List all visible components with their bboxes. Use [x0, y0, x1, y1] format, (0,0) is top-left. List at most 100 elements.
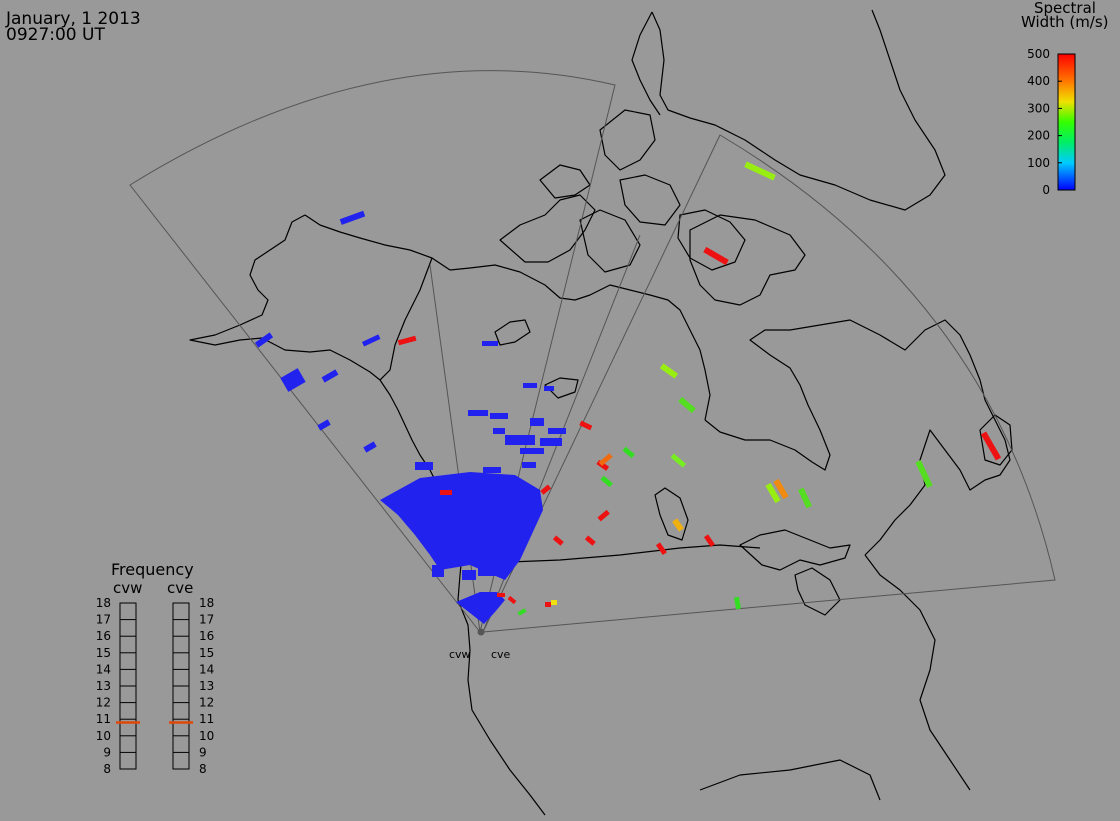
border-us-canada	[509, 544, 761, 563]
colorbar-title-line2: Width (m/s)	[1021, 13, 1109, 31]
colorbar: Spectral Width (m/s) 0 100 200 300 400 500	[1021, 0, 1109, 197]
frequency-panel: Frequency cvw cve 8 9 10 11 12 13 14 15 16 17 18 8 9…	[96, 560, 215, 776]
echo-red	[552, 535, 564, 546]
echo-blue	[339, 210, 366, 225]
echo-blue	[522, 462, 536, 468]
echo-red	[507, 595, 517, 605]
frequency-tick-label: 13	[96, 679, 111, 693]
frequency-label-cvw: cvw	[113, 579, 142, 597]
frequency-label-cve: cve	[167, 579, 193, 597]
fov-cvw	[129, 70, 616, 634]
frequency-tick-label: 18	[199, 596, 214, 610]
echo-blue	[363, 441, 377, 453]
date-label: January, 1 2013	[5, 9, 141, 29]
echo-blue	[548, 428, 566, 434]
frequency-tick-label: 17	[199, 613, 214, 627]
echo-blue	[520, 448, 544, 454]
echo-blue	[415, 462, 433, 470]
echo-red	[980, 431, 1002, 461]
echo-yellowgreen	[659, 363, 679, 379]
echo-blue	[321, 369, 339, 383]
frequency-ladders: 8 9 10 11 12 13 14 15 16 17 18 8 9 10 11 12 13 14 15 16 17 18	[96, 596, 215, 776]
echo-blue	[493, 428, 505, 434]
coastlines	[189, 9, 1013, 816]
echo-blue	[544, 386, 554, 391]
echo-green	[678, 396, 696, 414]
echo-blue	[280, 368, 306, 392]
frequency-tick-label: 15	[96, 646, 111, 660]
radar-echoes	[254, 161, 1002, 624]
great-lakes	[739, 529, 851, 571]
echo-red	[579, 420, 593, 431]
echo-green	[622, 446, 635, 459]
frequency-tick-label: 8	[199, 762, 207, 776]
alaska-north-coast	[304, 214, 451, 271]
frequency-tick-label: 10	[199, 729, 214, 743]
frequency-tick-label: 9	[199, 745, 207, 759]
echo-blue	[468, 410, 488, 416]
echo-green	[915, 460, 933, 488]
colorbar-tick-label: 400	[1027, 74, 1050, 88]
echo-blue-fan	[380, 472, 543, 580]
echo-green	[517, 608, 527, 616]
echo-red	[584, 535, 596, 546]
frequency-tick-label: 18	[96, 596, 111, 610]
echo-orange	[773, 478, 789, 500]
echo-green	[600, 475, 613, 488]
echo-orange	[598, 453, 613, 467]
colorbar-title-line1: Spectral	[1034, 0, 1096, 17]
echo-yellow	[672, 518, 684, 532]
frequency-tick-label: 12	[199, 696, 214, 710]
arctic-island	[539, 164, 591, 199]
hudson-bay	[704, 319, 986, 471]
echo-red	[497, 593, 505, 597]
echo-red	[397, 335, 417, 346]
us-east-coast	[864, 554, 971, 791]
arctic-coast	[449, 264, 711, 421]
frequency-tick-label: 10	[96, 729, 111, 743]
echo-green	[734, 596, 742, 610]
time-label: 0927:00 UT	[6, 25, 105, 45]
bc-coast	[379, 379, 546, 816]
alaska-outline	[189, 214, 381, 381]
colorbar-ticks: 0 100 200 300 400 500	[1027, 47, 1062, 197]
colorbar-gradient	[1057, 53, 1076, 191]
echo-yellowgreen	[670, 453, 687, 468]
echo-red	[703, 246, 729, 266]
echo-blue	[452, 476, 462, 481]
radar-label-cvw: cvw	[449, 648, 471, 661]
echo-blue	[482, 341, 498, 346]
echo-yellowgreen	[765, 482, 781, 504]
arctic-island	[599, 109, 656, 171]
baffin-island	[689, 214, 806, 306]
echo-blue-fan-near	[456, 592, 505, 624]
echo-blue	[505, 435, 535, 445]
greenland-outline	[651, 9, 946, 211]
fields-of-view	[129, 70, 1056, 634]
frequency-tick-label: 14	[96, 662, 111, 676]
great-lakes	[794, 567, 841, 616]
echo-red	[440, 490, 452, 495]
frequency-tick-label: 16	[199, 629, 214, 643]
arctic-island	[494, 319, 531, 346]
echo-blue	[530, 418, 544, 426]
echo-blue	[254, 332, 274, 348]
colorbar-tick-label: 200	[1027, 129, 1050, 143]
frequency-tick-label: 8	[103, 762, 111, 776]
echo-red	[597, 509, 610, 522]
arctic-island	[499, 194, 596, 263]
echo-green	[798, 487, 812, 509]
frequency-tick-label: 15	[199, 646, 214, 660]
arctic-island	[579, 209, 641, 273]
echo-blue	[523, 383, 537, 388]
echo-blue	[432, 565, 444, 577]
echo-red	[540, 484, 552, 495]
greenland-outline-west	[631, 11, 661, 116]
lake-winnipeg	[654, 487, 689, 541]
frequency-tick-label: 17	[96, 613, 111, 627]
arctic-island	[619, 174, 681, 226]
arctic-island	[677, 209, 746, 271]
frequency-tick-label: 13	[199, 679, 214, 693]
arctic-island	[544, 377, 579, 399]
